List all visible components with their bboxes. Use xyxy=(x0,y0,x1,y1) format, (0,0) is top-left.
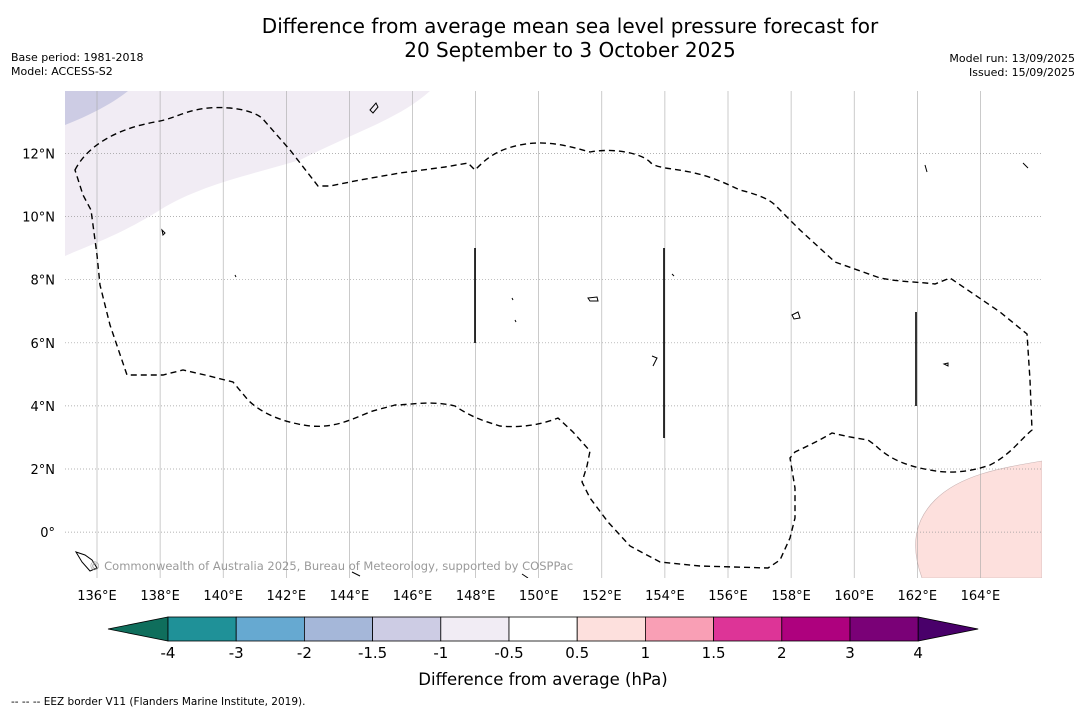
colorbar-segment xyxy=(440,616,510,642)
lat-tick-label: 4°N xyxy=(31,400,56,415)
issued-date: Issued: 15/09/2025 xyxy=(968,66,1075,79)
islands xyxy=(74,102,1029,578)
lon-tick-label: 140°E xyxy=(203,589,243,604)
lon-tick-label: 160°E xyxy=(834,589,874,604)
colorbar-tick-label: -1.5 xyxy=(358,644,387,662)
model-run: Model run: 13/09/2025 xyxy=(949,52,1075,65)
colorbar-tick-label: -4 xyxy=(161,644,176,662)
base-period: Base period: 1981-2018 xyxy=(11,51,144,64)
colorbar-tick-label: 4 xyxy=(913,644,923,662)
colorbar-segment xyxy=(781,616,851,642)
chart-title: Difference from average mean sea level p… xyxy=(0,14,1085,62)
lon-tick-label: 152°E xyxy=(582,589,622,604)
colorbar-segment xyxy=(576,616,646,642)
colorbar-title: Difference from average (hPa) xyxy=(418,670,667,689)
latitude-labels: 12°N 10°N 8°N 6°N 4°N 2°N 0° xyxy=(22,148,55,542)
lat-tick-label: 12°N xyxy=(22,148,55,163)
lat-tick-label: 10°N xyxy=(22,211,55,226)
lat-tick-label: 6°N xyxy=(31,337,56,352)
lon-tick-label: 146°E xyxy=(393,589,433,604)
lon-tick-label: 154°E xyxy=(645,589,685,604)
colorbar-tick-label: 1 xyxy=(641,644,651,662)
colorbar-segment xyxy=(303,616,373,642)
colorbar-segment xyxy=(167,616,237,642)
lat-tick-label: 2°N xyxy=(31,463,56,478)
colorbar-tick-label: 3 xyxy=(845,644,855,662)
colorbar-tick-label: 2 xyxy=(777,644,787,662)
longitude-labels: 136°E 138°E 140°E 142°E 144°E 146°E 148°E 150°E… xyxy=(77,589,1000,604)
colorbar-extend-high xyxy=(917,616,979,642)
colorbar-extend-low xyxy=(107,616,169,642)
colorbar-tick-label: 1.5 xyxy=(702,644,726,662)
lon-tick-label: 162°E xyxy=(898,589,938,604)
colorbar: -4 -3 -2 -1.5 -1 -0.5 0.5 1 1.5 2 3 4 xyxy=(107,616,979,662)
colorbar-tick-label: -2 xyxy=(297,644,312,662)
colorbar-segment xyxy=(372,616,442,642)
title-line-2: 20 September to 3 October 2025 xyxy=(404,38,736,62)
colorbar-segment xyxy=(235,616,305,642)
forecast-map: © Commonwealth of Australia 2025, Bureau… xyxy=(22,91,1042,689)
colorbar-tick-label: -0.5 xyxy=(494,644,523,662)
title-line-1: Difference from average mean sea level p… xyxy=(261,14,879,38)
meta-left: Base period: 1981-2018 Model: ACCESS-S2 xyxy=(11,51,143,79)
lon-tick-label: 164°E xyxy=(961,589,1001,604)
lon-tick-label: 138°E xyxy=(140,589,180,604)
lon-tick-label: 156°E xyxy=(708,589,748,604)
graticule xyxy=(65,91,1042,578)
anomaly-region-plus-0.5 xyxy=(915,460,1042,578)
lat-tick-label: 0° xyxy=(40,526,55,541)
colorbar-segment xyxy=(508,616,578,642)
colorbar-segment xyxy=(713,616,783,642)
eez-boundary xyxy=(74,106,1033,569)
colorbar-tick-label: -1 xyxy=(433,644,448,662)
lon-tick-label: 150°E xyxy=(519,589,559,604)
model-name: Model: ACCESS-S2 xyxy=(11,65,113,78)
anomaly-region-minus-0.5 xyxy=(65,91,430,256)
lat-tick-label: 8°N xyxy=(31,274,56,289)
lon-tick-label: 148°E xyxy=(456,589,496,604)
anomaly-region-minus-1 xyxy=(65,91,128,125)
colorbar-segment xyxy=(849,616,919,642)
anomaly-fields xyxy=(65,91,1042,578)
lon-tick-label: 144°E xyxy=(330,589,370,604)
colorbar-tick-label: 0.5 xyxy=(565,644,589,662)
copyright-notice: © Commonwealth of Australia 2025, Bureau… xyxy=(89,559,573,573)
lon-tick-label: 158°E xyxy=(771,589,811,604)
lon-tick-label: 136°E xyxy=(77,589,117,604)
lon-tick-label: 142°E xyxy=(267,589,307,604)
colorbar-tick-label: -3 xyxy=(229,644,244,662)
eez-footnote: -- -- -- EEZ border V11 (Flanders Marine… xyxy=(11,696,306,708)
colorbar-segment xyxy=(645,616,715,642)
meta-right: Model run: 13/09/2025 Issued: 15/09/2025 xyxy=(949,52,1075,80)
